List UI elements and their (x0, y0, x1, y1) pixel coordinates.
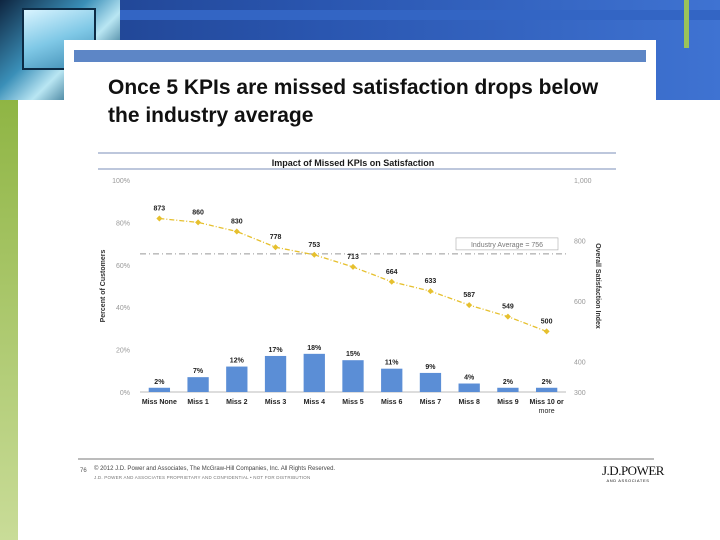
kpi-satisfaction-chart: Impact of Missed KPIs on Satisfaction Pe… (98, 152, 616, 415)
line-point (233, 228, 240, 235)
bar-value-label: 15% (346, 351, 361, 358)
header-stripe (120, 10, 720, 20)
bar (458, 383, 480, 392)
bar-value-label: 11% (385, 360, 399, 367)
line-point (504, 313, 511, 320)
slide: Once 5 KPIs are missed satisfaction drop… (64, 40, 664, 500)
line-value-label: 713 (347, 254, 359, 261)
line-point (543, 328, 550, 335)
corner-accent (684, 0, 689, 48)
line-point (195, 219, 202, 226)
bar (303, 353, 325, 392)
bar-value-label: 17% (269, 347, 284, 354)
logo-tagline: AND ASSOCIATES (606, 478, 650, 483)
y-axis-label: Percent of Customers (100, 250, 107, 323)
line-point (388, 278, 395, 285)
bar-value-label: 7% (193, 368, 204, 375)
line-point (156, 215, 163, 222)
chart-title: Impact of Missed KPIs on Satisfaction (272, 158, 435, 168)
bar-value-label: 18% (307, 345, 322, 352)
category-label: Miss 1 (187, 399, 209, 406)
category-label: Miss 8 (458, 399, 480, 406)
line-value-label: 633 (425, 278, 437, 285)
category-label: Miss None (142, 399, 177, 406)
jd-power-logo: J.D.POWER AND ASSOCIATES (602, 463, 664, 484)
y2-tick-label: 800 (574, 239, 586, 246)
line-point (466, 302, 473, 309)
category-label: Miss 2 (226, 399, 248, 406)
satisfaction-line (159, 217, 547, 333)
industry-average-box (455, 237, 559, 251)
bar-value-label: 12% (230, 358, 245, 365)
y-tick-label: 80% (116, 220, 130, 227)
bar (497, 387, 519, 392)
copyright-text: © 2012 J.D. Power and Associates, The Mc… (94, 466, 336, 472)
line-value-label: 860 (192, 209, 204, 216)
footer-rule (78, 458, 654, 460)
line-value-label: 778 (270, 234, 282, 241)
bar-value-label: 2% (154, 379, 165, 386)
y2-tick-label: 600 (574, 299, 586, 306)
line-value-label: 830 (231, 218, 243, 225)
bar (342, 360, 364, 392)
logo-wordmark: J.D.POWER (602, 463, 664, 478)
bar-value-label: 2% (503, 379, 514, 386)
line-point (427, 288, 434, 295)
slide-title: Once 5 KPIs are missed satisfaction drop… (108, 76, 599, 127)
y2-tick-label: 1,000 (574, 178, 592, 185)
category-label: Miss 5 (342, 399, 364, 406)
category-label: Miss 10 or more (530, 399, 565, 415)
bar (419, 372, 442, 392)
category-label: Miss 6 (381, 399, 403, 406)
bar-value-label: 9% (425, 364, 436, 371)
line-value-label: 549 (502, 304, 514, 311)
line-value-label: 873 (154, 205, 166, 212)
bar (226, 366, 248, 392)
y2-axis-label: Overall Satisfaction Index (594, 243, 601, 329)
legal-text: J.D. POWER AND ASSOCIATES PROPRIETARY AN… (94, 475, 311, 480)
bar (187, 377, 209, 392)
y-tick-label: 0% (120, 390, 130, 397)
line-point (272, 244, 279, 251)
bar (381, 368, 403, 392)
industry-average-label: Industry Average = 756 (471, 242, 543, 249)
category-label: Miss 3 (265, 399, 287, 406)
bar (148, 387, 171, 392)
y2-tick-label: 300 (574, 390, 586, 397)
y-tick-label: 60% (116, 263, 130, 270)
page-number: 76 (80, 468, 87, 474)
side-accent (0, 100, 18, 540)
y2-tick-label: 400 (574, 360, 586, 367)
bar-value-label: 4% (464, 375, 475, 382)
y-tick-label: 100% (112, 178, 130, 185)
bar (264, 355, 287, 392)
bar (535, 387, 558, 392)
y-tick-label: 20% (116, 348, 130, 355)
line-value-label: 664 (386, 269, 398, 276)
category-label: Miss 4 (304, 399, 326, 406)
line-value-label: 500 (541, 318, 553, 325)
slide-top-bar (74, 50, 646, 62)
y-tick-label: 40% (116, 305, 130, 312)
line-point (311, 251, 318, 258)
line-value-label: 753 (308, 242, 320, 249)
line-point (350, 263, 356, 270)
bar-value-label: 2% (542, 379, 553, 386)
category-label: Miss 9 (497, 399, 519, 406)
line-value-label: 587 (463, 292, 475, 299)
category-label: Miss 7 (420, 399, 442, 406)
